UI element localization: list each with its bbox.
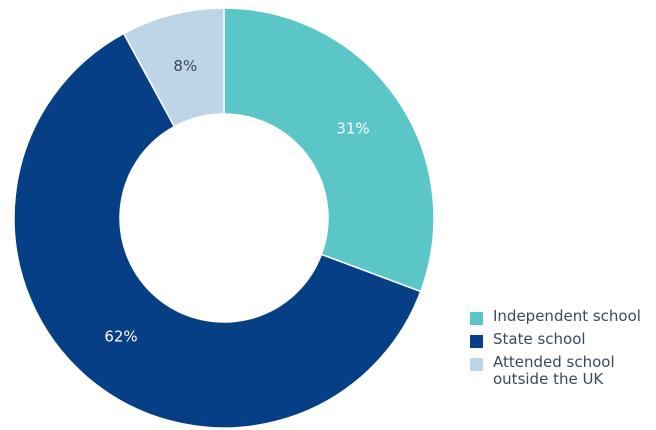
legend-item-outside-uk: Attended school outside the UK bbox=[470, 354, 656, 388]
slice-state-school bbox=[13, 32, 422, 429]
legend-swatch-outside-uk bbox=[470, 358, 483, 371]
slice-independent-school bbox=[223, 7, 435, 293]
legend-label-independent-school: Independent school bbox=[493, 307, 641, 325]
legend-label-state-school: State school bbox=[493, 330, 586, 348]
chart-legend: Independent school State school Attended… bbox=[470, 308, 656, 394]
legend-item-independent-school: Independent school bbox=[470, 308, 656, 325]
legend-swatch-independent-school bbox=[470, 312, 483, 325]
legend-swatch-state-school bbox=[470, 335, 483, 348]
slice-attended-school-outside-the-uk bbox=[122, 7, 225, 128]
slice-label-state-school: 62% bbox=[104, 328, 137, 346]
legend-item-state-school: State school bbox=[470, 331, 656, 348]
legend-label-outside-uk: Attended school outside the UK bbox=[493, 353, 615, 388]
slice-label-independent-school: 31% bbox=[336, 120, 369, 138]
slice-label-attended-school-outside-the-uk: 8% bbox=[173, 57, 197, 75]
